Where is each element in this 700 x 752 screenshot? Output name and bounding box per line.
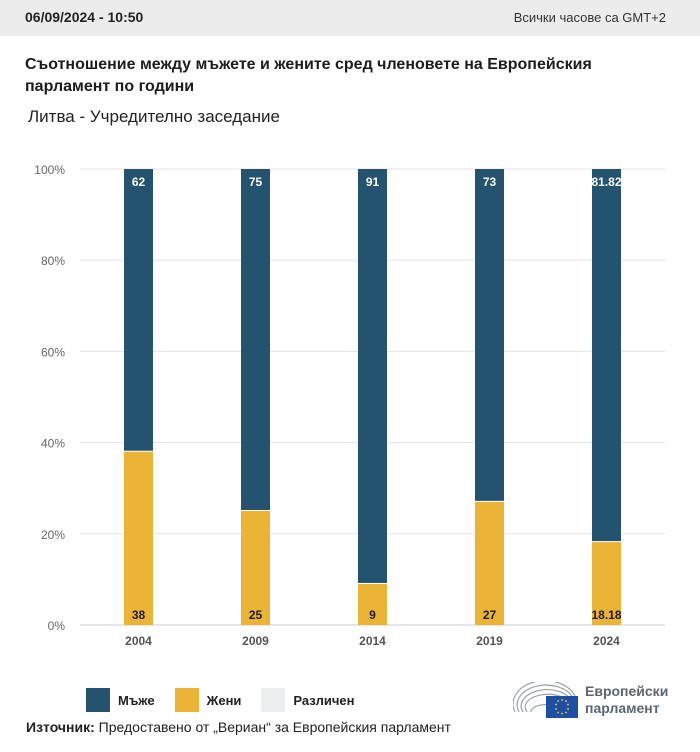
logo-line-1: Европейски	[585, 683, 669, 699]
x-tick-label: 2004	[125, 634, 152, 648]
data-label-men: 73	[483, 175, 497, 189]
legend-item-other: Различен	[261, 688, 354, 712]
bar-segment-women	[124, 451, 153, 625]
source-note: Източник: Предоставено от „Вериан“ за Ев…	[26, 719, 451, 735]
y-tick-label: 60%	[41, 345, 65, 359]
data-label-women: 25	[249, 608, 263, 622]
x-tick-label: 2014	[359, 634, 386, 648]
bar-segment-men	[124, 169, 153, 451]
ep-logo: Европейски парламент	[513, 682, 668, 718]
bar-segment-men	[475, 169, 504, 501]
legend-swatch-other	[261, 688, 286, 712]
data-label-men: 91	[366, 175, 380, 189]
bar-segment-men	[241, 169, 270, 510]
data-label-men: 62	[132, 175, 146, 189]
bar-segment-women	[592, 542, 621, 625]
bar-segment-men	[592, 169, 621, 542]
data-label-men: 75	[249, 175, 263, 189]
legend-item-women: Жени	[174, 688, 242, 712]
source-label: Източник:	[26, 719, 95, 735]
stacked-bar-chart: 0% 20% 40% 60% 80% 100% 62 38 2004 75 25 2009 91 9 201…	[34, 163, 665, 648]
legend-label-women: Жени	[206, 692, 242, 708]
x-tick-label: 2019	[476, 634, 503, 648]
datetime: 06/09/2024 - 10:50	[25, 9, 144, 25]
logo-line-2: парламент	[585, 700, 660, 716]
data-label-women: 9	[369, 608, 376, 622]
y-tick-label: 20%	[41, 528, 65, 542]
x-tick-label: 2009	[242, 634, 269, 648]
chart-title: Съотношение между мъжете и жените сред ч…	[25, 56, 592, 95]
x-tick-label: 2024	[593, 634, 620, 648]
top-bar: 06/09/2024 - 10:50 Всички часове са GMT+…	[0, 0, 700, 36]
bar-segment-women	[241, 511, 270, 625]
legend-item-men: Мъже	[86, 688, 155, 712]
legend-swatch-women	[174, 688, 199, 712]
data-label-men: 81.82	[591, 175, 621, 189]
legend: Мъже Жени Различен	[86, 688, 374, 712]
data-label-women: 18.18	[591, 608, 621, 622]
y-tick-label: 100%	[34, 163, 65, 177]
legend-label-men: Мъже	[118, 692, 155, 708]
ep-hemicycle-flag-icon	[513, 682, 578, 718]
bar-segment-women	[475, 501, 504, 625]
y-tick-label: 80%	[41, 254, 65, 268]
data-label-women: 27	[483, 608, 497, 622]
source-text: Предоставено от „Вериан“ за Европейския …	[94, 719, 451, 735]
bar-segment-men	[358, 169, 387, 583]
chart-subtitle: Литва - Учредително заседание	[28, 107, 280, 126]
y-tick-label: 40%	[41, 437, 65, 451]
timezone-note: Всички часове са GMT+2	[513, 10, 666, 25]
legend-label-other: Различен	[293, 692, 355, 708]
legend-swatch-men	[86, 688, 110, 712]
data-label-women: 38	[132, 608, 146, 622]
y-tick-label: 0%	[48, 619, 66, 633]
bar-segment-women	[358, 583, 387, 625]
